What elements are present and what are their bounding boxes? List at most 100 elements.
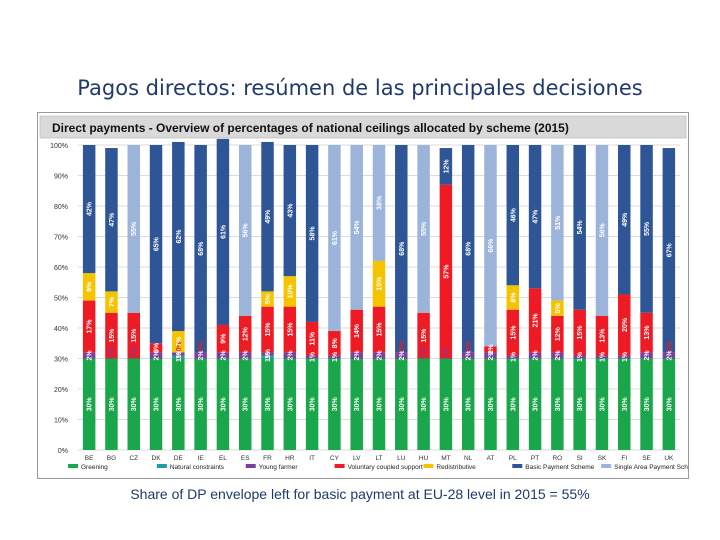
y-tick-label: 30% — [54, 357, 68, 364]
bar-segment — [216, 324, 230, 353]
bar-data-label: 30% — [466, 396, 473, 411]
bar-data-label: 65% — [154, 236, 161, 251]
bar-segment — [82, 352, 96, 359]
bar-data-label: 62% — [176, 229, 183, 244]
bar-data-label: 1% — [265, 348, 272, 359]
legend-label: Voluntary coupled support — [348, 464, 423, 471]
bar-data-label: 12% — [243, 326, 250, 341]
legend-swatch — [512, 464, 523, 468]
x-tick-label: CY — [330, 455, 340, 462]
bar-data-label: 0% — [109, 347, 116, 358]
bar-segment — [216, 138, 230, 325]
bar-segment — [261, 358, 274, 450]
bar-data-label: 42% — [87, 201, 94, 216]
bar-segment — [618, 294, 631, 356]
bar-data-label: 2% — [488, 350, 495, 361]
bar-segment — [261, 306, 274, 353]
bar-segment — [662, 148, 676, 353]
bar-data-label: 15% — [421, 328, 428, 343]
bar-data-label: 21% — [533, 313, 540, 328]
bar-segment — [127, 145, 140, 313]
bar-segment — [372, 145, 386, 261]
bar-data-label: 1% — [310, 351, 317, 362]
x-tick-label: HU — [419, 455, 429, 462]
bar-data-label: 58% — [310, 226, 317, 241]
bar-segment — [328, 331, 341, 356]
bar-segment — [573, 145, 586, 310]
bar-data-label: 30% — [377, 396, 384, 411]
bar-segment — [172, 352, 185, 356]
bar-segment — [105, 291, 118, 313]
y-tick-label: 70% — [54, 235, 68, 242]
bar-data-label: 30% — [599, 396, 606, 411]
bar-data-label: 47% — [533, 209, 540, 224]
bar-data-label: 66% — [488, 238, 495, 253]
bar-segment — [238, 358, 252, 450]
bar-data-label: 1% — [577, 351, 584, 362]
bar-segment — [372, 352, 386, 359]
bar-segment — [194, 352, 207, 359]
bar-segment — [350, 145, 363, 310]
bar-segment — [283, 276, 297, 307]
bar-data-label: 0% — [443, 347, 450, 358]
bar-data-label: 68% — [198, 241, 205, 256]
bar-data-label: 30% — [622, 396, 629, 411]
bar-data-label: 30% — [666, 396, 673, 411]
bar-data-label: 67% — [666, 242, 673, 257]
bar-segment — [595, 355, 609, 359]
bar-segment — [551, 300, 564, 316]
bar-data-label: 68% — [466, 241, 473, 256]
bar-segment — [350, 358, 363, 450]
bar-segment — [261, 355, 274, 359]
bar-segment — [573, 309, 586, 356]
bar-segment — [127, 312, 140, 359]
bar-data-label: 30% — [332, 396, 339, 411]
bar-segment — [82, 145, 96, 274]
bar-segment — [172, 331, 185, 353]
bar-data-label: 15% — [265, 322, 272, 337]
bar-segment — [439, 148, 453, 185]
y-tick-label: 40% — [54, 326, 68, 333]
bar-data-label: 30% — [555, 396, 562, 411]
bar-data-label: 5% — [555, 302, 562, 313]
bar-data-label: 7% — [176, 336, 183, 347]
bar-segment — [640, 352, 653, 359]
legend: Greening Natural constraints Young farmer V… — [68, 464, 688, 471]
bar-segment — [506, 309, 520, 356]
bar-data-label: 2% — [377, 350, 384, 361]
bar-data-label: 30% — [310, 396, 317, 411]
bar-data-label: 1% — [510, 351, 517, 362]
bar-segment — [105, 358, 118, 450]
bar-segment — [484, 145, 497, 347]
bar-segment — [395, 352, 408, 359]
bar-segment — [595, 315, 609, 356]
x-tick-label: ES — [241, 455, 250, 462]
bar-data-label: 2% — [154, 350, 161, 361]
stacked-bar-chart: Direct payments - Overview of percentage… — [39, 115, 688, 471]
legend-label: Single Area Payment Scheme — [614, 464, 688, 471]
bar-data-label: 2% — [488, 344, 495, 355]
bar-segment — [461, 145, 475, 353]
bar-data-label: 61% — [220, 224, 227, 239]
bar-data-label: 56% — [599, 223, 606, 238]
bar-segment — [149, 145, 163, 344]
bar-segment — [439, 358, 453, 450]
bar-data-label: 30% — [131, 396, 138, 411]
bar-data-label: 8% — [510, 292, 517, 303]
bar-data-label: 10% — [287, 284, 294, 299]
bar-data-label: 47% — [109, 212, 116, 227]
bar-segment — [261, 291, 274, 307]
bar-data-label: 43% — [287, 203, 294, 218]
bar-data-label: 14% — [354, 323, 361, 338]
bar-data-label: 55% — [131, 221, 138, 236]
bar-data-label: 30% — [87, 396, 94, 411]
x-tick-label: SK — [598, 455, 607, 462]
bar-data-label: 15% — [377, 322, 384, 337]
bar-segment — [105, 148, 118, 292]
x-tick-label: PT — [531, 455, 539, 462]
bar-data-label: 30% — [198, 396, 205, 411]
bar-data-label: 9% — [87, 281, 94, 292]
bar-segment — [551, 352, 564, 359]
bar-segment — [328, 355, 341, 359]
bar-segment — [194, 145, 207, 353]
